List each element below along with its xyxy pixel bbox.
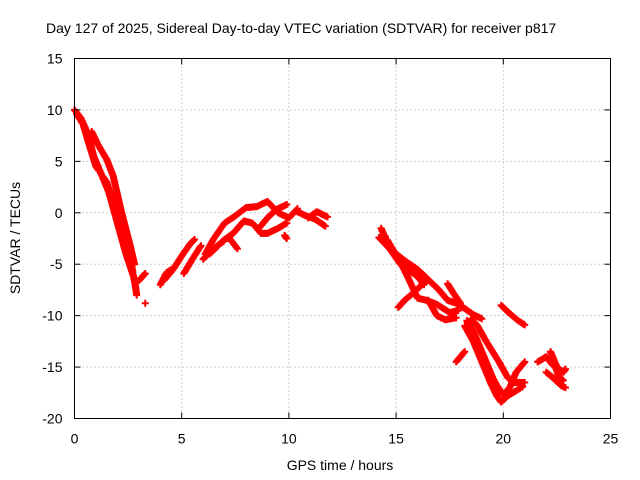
data-point	[561, 365, 569, 373]
data-point	[423, 277, 431, 284]
x-axis-label: GPS time / hours	[287, 457, 394, 473]
data-point	[521, 321, 529, 329]
plot-frame	[74, 58, 611, 419]
data-point	[519, 383, 527, 391]
data-point	[561, 384, 569, 392]
data-point	[197, 242, 205, 250]
data-point	[559, 376, 567, 384]
chart-title: Day 127 of 2025, Sidereal Day-to-day VTE…	[46, 20, 556, 36]
y-tick-label: 5	[55, 153, 63, 169]
x-tick-label: 0	[71, 431, 79, 447]
x-tick-label: 5	[178, 431, 186, 447]
y-axis-label: SDTVAR / TECUs	[7, 182, 23, 294]
grid	[74, 58, 611, 419]
data-point	[133, 291, 141, 299]
data-point	[191, 236, 199, 244]
y-tick-label: 10	[47, 102, 63, 118]
data-point	[213, 243, 221, 251]
x-axis-ticks: 0 5 10 15 20 25	[71, 58, 619, 447]
data-point	[321, 222, 329, 230]
y-tick-label: -20	[42, 411, 62, 427]
data-point	[521, 379, 529, 386]
y-tick-label: -10	[42, 308, 62, 324]
data-point	[283, 235, 291, 242]
data-point	[220, 237, 228, 245]
y-tick-label: -5	[50, 256, 63, 272]
series-arc-1	[71, 106, 149, 307]
data-point	[456, 299, 464, 307]
data-point	[131, 260, 139, 268]
x-tick-label: 10	[281, 431, 297, 447]
data-point	[141, 269, 149, 277]
series-arc-3	[375, 224, 569, 406]
data-point	[132, 284, 140, 292]
data-point	[452, 314, 460, 322]
x-tick-label: 20	[496, 431, 512, 447]
data-point	[141, 299, 149, 307]
series-arc-2	[156, 197, 331, 289]
data-point	[283, 201, 291, 209]
data-point	[323, 213, 331, 221]
y-tick-label: 15	[47, 51, 63, 67]
data-point	[478, 315, 486, 323]
y-tick-label: -15	[42, 359, 62, 375]
data-points	[71, 106, 569, 406]
data-point	[189, 237, 197, 245]
data-point	[461, 348, 469, 356]
data-point	[168, 266, 176, 274]
data-point	[283, 219, 291, 227]
data-point	[389, 246, 397, 254]
x-tick-label: 25	[603, 431, 619, 447]
data-point	[521, 358, 529, 366]
data-point	[454, 307, 462, 314]
y-tick-label: 0	[55, 205, 63, 221]
x-tick-label: 15	[388, 431, 404, 447]
data-point	[233, 245, 241, 253]
y-axis-ticks: -20 -15 -10 -5 0 5 10 15	[42, 51, 611, 427]
